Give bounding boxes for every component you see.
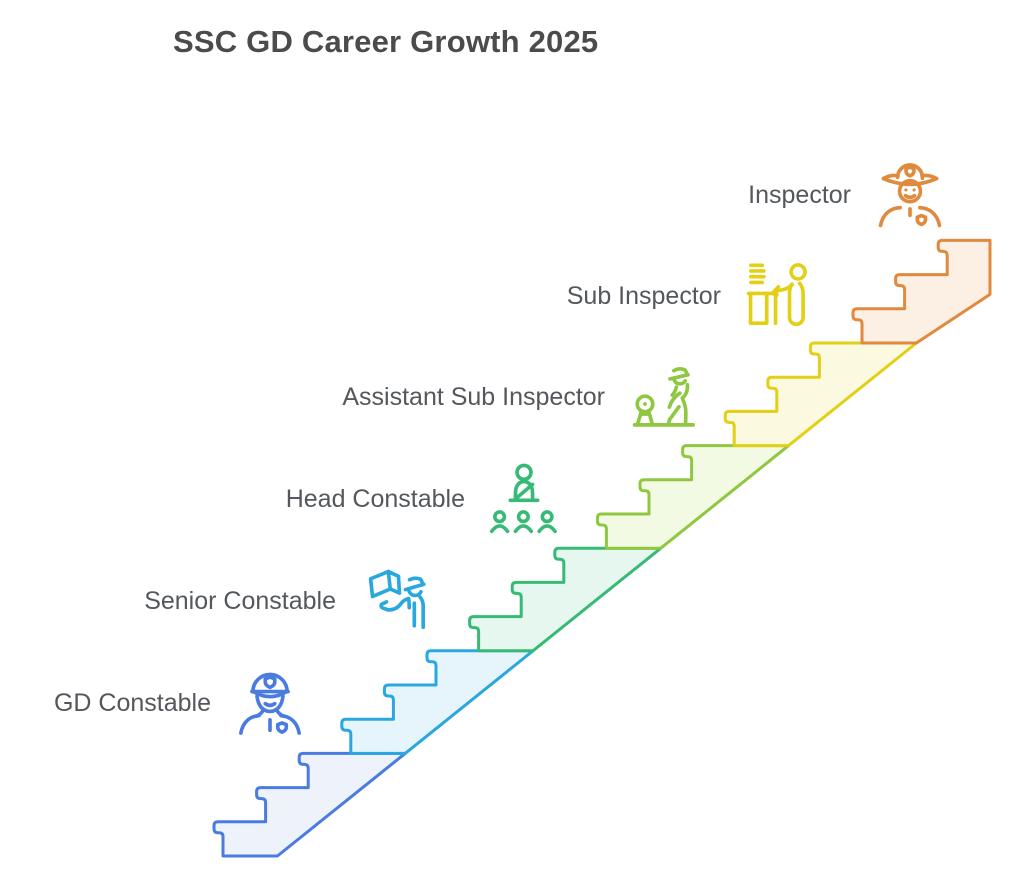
page-title: SSC GD Career Growth 2025 [173,24,599,59]
rank-row-head-constable: Head Constable [286,457,562,541]
rank-label-gd-constable: GD Constable [53,688,211,717]
officer-with-book-icon [368,569,426,630]
team-leader-icon [489,463,557,534]
stair-segment-assistant-sub-inspector [595,444,791,550]
inspector-hat-officer-icon [878,163,942,228]
rank-label-sub-inspector: Sub Inspector [566,281,721,310]
rank-row-gd-constable: GD Constable [54,661,308,745]
rank-label-head-constable: Head Constable [285,484,465,513]
stair-segment-sub-inspector [723,341,918,448]
inspection-officer-icon [632,366,695,427]
rank-label-senior-constable: Senior Constable [144,586,336,615]
officer-at-desk-icon [746,263,807,327]
stair-segment-gd-constable [212,751,407,858]
stair-segment-inspector [851,238,992,345]
rank-row-inspector: Inspector [748,153,948,237]
stair-segment-senior-constable [340,649,535,755]
rank-row-sub-inspector: Sub Inspector [567,254,818,338]
rank-row-senior-constable: Senior Constable [144,559,433,643]
stair-segment-head-constable [468,546,663,653]
rank-label-assistant-sub-inspector: Assistant Sub Inspector [342,382,605,411]
police-officer-icon [239,672,301,735]
rank-label-inspector: Inspector [748,180,851,209]
rank-row-assistant-sub-inspector: Assistant Sub Inspector [342,355,702,439]
